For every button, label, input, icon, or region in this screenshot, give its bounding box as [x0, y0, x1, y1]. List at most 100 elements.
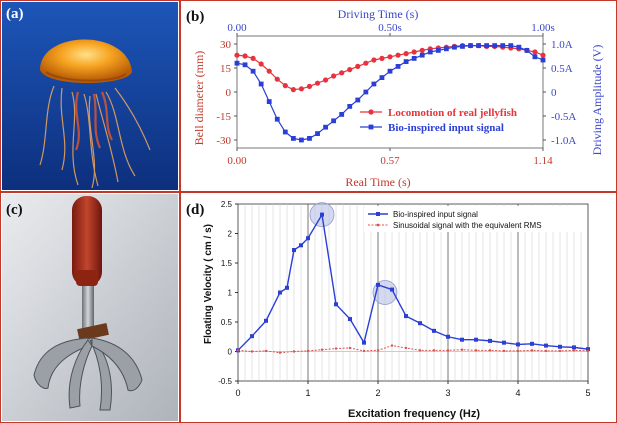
- b-point-bio-signal: [532, 54, 538, 60]
- d-x-tick-label: 0: [235, 388, 240, 398]
- b-point-real-jellyfish: [419, 47, 425, 54]
- b-point-real-jellyfish: [314, 80, 321, 86]
- b-x-tick-label: 0.57: [380, 155, 400, 167]
- d-x-tick-label: 5: [585, 388, 590, 398]
- d-point-bio: [362, 340, 366, 345]
- b-point-real-jellyfish: [234, 52, 240, 58]
- b-point-bio-signal: [500, 43, 506, 48]
- d-point-bio: [432, 328, 436, 333]
- b-legend-marker: [368, 124, 374, 130]
- d-legend-label: Bio-inspired input signal: [393, 210, 478, 219]
- d-y-tick-label: -0.5: [218, 377, 232, 386]
- b-point-real-jellyfish: [242, 53, 248, 59]
- d-point-sine: [348, 346, 352, 350]
- b-y-tick-label: -30: [216, 135, 231, 147]
- d-point-sine: [586, 349, 590, 353]
- d-legend-box: [364, 206, 582, 232]
- d-point-sine: [250, 350, 254, 353]
- d-y-tick-label: 2.5: [221, 200, 233, 209]
- d-legend-label: Sinusoidal signal with the equivalent RM…: [393, 221, 542, 230]
- b-point-bio-signal: [250, 68, 256, 74]
- b-y2-tick-label: 0: [551, 87, 557, 99]
- d-point-bio: [516, 342, 520, 347]
- b-point-bio-signal: [234, 60, 240, 66]
- d-series-line-sine: [237, 345, 589, 354]
- b-point-real-jellyfish: [395, 52, 401, 58]
- robot-photo: [2, 194, 178, 421]
- b-point-bio-signal: [435, 48, 441, 53]
- d-point-bio: [264, 318, 268, 323]
- b-point-real-jellyfish: [339, 70, 345, 76]
- b-y2-tick-label: 1.0A: [551, 39, 573, 51]
- d-point-bio: [446, 334, 450, 339]
- b-point-real-jellyfish: [250, 55, 256, 62]
- d-point-sine: [418, 349, 422, 352]
- d-point-bio: [474, 337, 478, 342]
- b-legend-marker: [368, 109, 374, 115]
- b-point-real-jellyfish: [532, 49, 538, 55]
- b-y2-tick-label: -0.5A: [551, 111, 576, 123]
- d-point-bio: [390, 287, 394, 292]
- b-point-bio-signal: [355, 97, 361, 103]
- d-x-tick-label: 1: [305, 388, 310, 398]
- panel-d-label: (d): [186, 202, 204, 218]
- d-point-sine: [572, 349, 576, 352]
- d-point-bio: [334, 302, 338, 307]
- d-point-sine: [390, 344, 394, 347]
- b-point-real-jellyfish: [363, 60, 369, 66]
- b-point-real-jellyfish: [266, 68, 272, 74]
- d-legend-marker: [376, 212, 380, 216]
- b-point-bio-signal: [452, 44, 457, 50]
- b-point-bio-signal: [315, 131, 320, 136]
- b-point-bio-signal: [299, 137, 304, 143]
- panel-c-label: (c): [6, 202, 23, 218]
- d-point-bio: [306, 236, 310, 241]
- d-y-tick-label: 0.5: [221, 318, 233, 327]
- b-point-real-jellyfish: [282, 83, 288, 89]
- d-point-sine: [488, 349, 492, 352]
- b-point-bio-signal: [266, 99, 272, 104]
- b-point-bio-signal: [258, 81, 264, 87]
- b-point-bio-signal: [476, 43, 481, 48]
- b-point-real-jellyfish: [371, 57, 377, 63]
- b-point-real-jellyfish: [411, 49, 417, 55]
- b-point-bio-signal: [323, 124, 328, 130]
- b-left-axis-title: Bell diameter (mm): [192, 51, 206, 146]
- b-point-bio-signal: [274, 116, 280, 122]
- b-y-tick-label: -15: [216, 111, 231, 123]
- b-point-bio-signal: [460, 44, 465, 49]
- b-point-bio-signal: [427, 49, 433, 55]
- d-point-sine: [334, 347, 338, 350]
- b-legend-label: Locomotion of real jellyfish: [388, 107, 517, 119]
- b-point-bio-signal: [508, 43, 514, 48]
- d-point-sine: [236, 349, 240, 352]
- d-point-bio: [285, 285, 289, 290]
- d-point-sine: [278, 351, 282, 354]
- b-point-real-jellyfish: [274, 76, 280, 82]
- b-point-real-jellyfish: [355, 63, 361, 69]
- b-point-bio-signal: [540, 57, 546, 63]
- d-point-bio: [502, 340, 506, 345]
- b-x-tick-label: 0.00: [227, 155, 247, 167]
- d-point-sine: [544, 349, 548, 353]
- d-point-bio: [299, 243, 303, 248]
- d-point-sine: [460, 348, 464, 351]
- b-point-bio-signal: [419, 52, 425, 58]
- d-point-sine: [502, 349, 506, 353]
- b-point-real-jellyfish: [322, 77, 329, 83]
- d-point-sine: [376, 349, 380, 352]
- b-legend-label: Bio-inspired input signal: [388, 122, 504, 134]
- d-y-tick-label: 0: [228, 348, 233, 357]
- d-point-bio: [530, 341, 534, 346]
- b-point-real-jellyfish: [379, 55, 385, 62]
- b-right-axis-title: Driving Amplitude (V): [590, 45, 604, 156]
- d-point-bio: [320, 212, 324, 217]
- panel-a-label: (a): [6, 6, 24, 22]
- b-point-real-jellyfish: [403, 51, 409, 57]
- b-y2-tick-label: -1.0A: [551, 135, 576, 147]
- b-y2-tick-label: 0.5A: [551, 63, 573, 75]
- b-x2-tick-label: 0.00: [227, 22, 247, 34]
- jellyfish-photo: [2, 2, 178, 190]
